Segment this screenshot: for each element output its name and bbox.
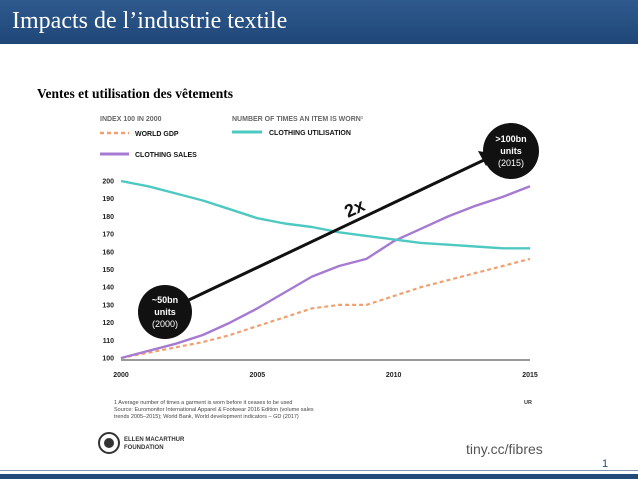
x-tick-label-2010: 2010 <box>386 372 402 379</box>
end-bubble <box>483 123 539 179</box>
y-tick-label-170: 170 <box>102 232 114 239</box>
footer-bar <box>0 474 638 479</box>
logo-text-line1: ELLEN MACARTHUR <box>124 437 185 443</box>
footnote-line2: Source: Euromonitor International Appare… <box>114 407 314 413</box>
end-label-line3: (2015) <box>498 158 524 168</box>
start-label-line3: (2000) <box>152 319 178 329</box>
series-line-clothing-sales <box>120 185 531 360</box>
legend-label-gdp: WORLD GDP <box>135 131 179 138</box>
x-tick-label-2015: 2015 <box>522 372 538 379</box>
start-label-line1: ~50bn <box>152 295 178 305</box>
y-tick-labels: 100 110 120 130 140 150 160 170 180 190 200 <box>102 179 114 363</box>
y-tick-label-130: 130 <box>102 302 114 309</box>
title-bar: Impacts de l’industrie textile <box>0 0 638 44</box>
y-tick-label-150: 150 <box>102 267 114 274</box>
logo-text-line2: FOUNDATION <box>124 445 164 451</box>
left-axis-header: INDEX 100 IN 2000 <box>100 116 162 123</box>
growth-arrow <box>173 158 485 309</box>
series-line-world-gdp <box>120 257 531 360</box>
right-axis-header: NUMBER OF TIMES AN ITEM IS WORN¹ <box>232 116 364 123</box>
y-tick-label-100: 100 <box>102 356 114 363</box>
logo-icon-inner <box>104 438 114 448</box>
y-tick-label-180: 180 <box>102 214 114 221</box>
footnote-line3: trends 2005–2015); World Bank, World dev… <box>114 414 299 420</box>
slide-subtitle: Ventes et utilisation des vêtements <box>37 86 233 101</box>
y-tick-label-110: 110 <box>103 338 114 345</box>
y-tick-label-140: 140 <box>102 285 114 292</box>
x-tick-label-2000: 2000 <box>113 372 129 379</box>
start-label-line2: units <box>154 307 176 317</box>
series-line-clothing-utilisation <box>120 179 530 250</box>
x-tick-label-2005: 2005 <box>250 372 266 379</box>
y-tick-label-200: 200 <box>102 179 114 186</box>
footnote-line1: 1 Average number of times a garment is w… <box>114 400 292 406</box>
y-tick-label-120: 120 <box>102 320 114 327</box>
slide-title: Impacts de l’industrie textile <box>12 8 288 34</box>
footer-divider <box>0 470 638 471</box>
end-label-line2: units <box>500 146 522 156</box>
source-link[interactable]: tiny.cc/fibres <box>466 441 543 457</box>
foundation-logo: ELLEN MACARTHUR FOUNDATION <box>98 432 185 454</box>
end-label-line1: >100bn <box>495 134 526 144</box>
series-lines <box>120 179 531 360</box>
logo-icon <box>98 432 120 454</box>
page-number: 1 <box>602 458 609 470</box>
y-tick-label-190: 190 <box>102 196 114 203</box>
axis-unit-label: UR <box>524 400 532 406</box>
x-tick-labels: 2000 2005 2010 2015 <box>113 372 538 379</box>
legend-label-sales: CLOTHING SALES <box>135 152 197 159</box>
legend-label-utilisation: CLOTHING UTILISATION <box>269 130 351 137</box>
y-tick-label-160: 160 <box>102 249 114 256</box>
start-bubble <box>138 285 192 339</box>
